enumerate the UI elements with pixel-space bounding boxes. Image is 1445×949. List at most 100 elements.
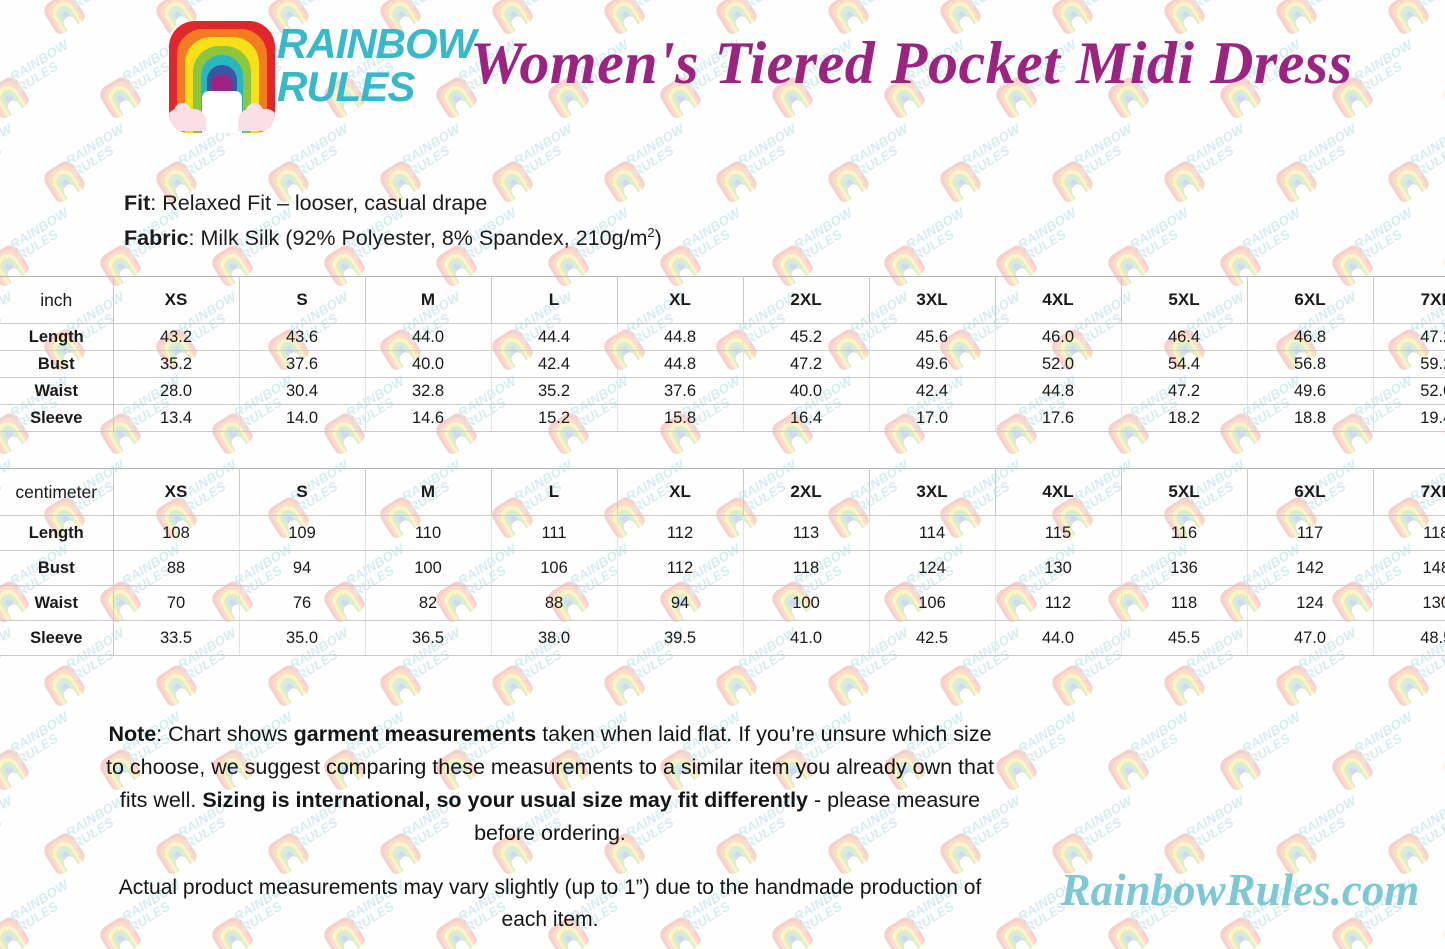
product-details: Fit: Relaxed Fit – looser, casual drape … — [124, 188, 662, 253]
table-cell: 44.8 — [617, 350, 744, 378]
table-cell: 130 — [1373, 585, 1445, 621]
fit-value: : Relaxed Fit – looser, casual drape — [150, 191, 488, 215]
watermark-rainbow-icon — [1328, 745, 1376, 793]
watermark-rainbow-icon — [600, 661, 648, 709]
table-cell: 94 — [617, 585, 744, 621]
table-cell: 47.0 — [1247, 620, 1374, 656]
table-row-label: Bust — [0, 350, 114, 378]
note-label: Note — [108, 722, 157, 746]
table-row-label: Sleeve — [0, 404, 114, 432]
table-cell: 47.2 — [1121, 377, 1248, 405]
table-size-header-m: M — [365, 276, 492, 324]
watermark-rainbow-icon — [712, 661, 760, 709]
page-header: RAINBOW RULES Women's Tiered Pocket Midi… — [0, 0, 1445, 150]
table-cell: 118 — [743, 550, 870, 586]
table-cell: 52.0 — [1373, 377, 1445, 405]
fit-line: Fit: Relaxed Fit – looser, casual drape — [124, 188, 662, 218]
table-size-header-l: L — [491, 276, 618, 324]
table-cell: 82 — [365, 585, 492, 621]
table-cell: 46.4 — [1121, 323, 1248, 351]
watermark-rainbow-icon — [1440, 745, 1445, 793]
watermark-rainbow-icon — [824, 157, 872, 205]
table-cell: 106 — [491, 550, 618, 586]
table-cell: 112 — [995, 585, 1122, 621]
table-cell: 117 — [1247, 515, 1374, 551]
table-size-header-s: S — [239, 276, 366, 324]
table-row: Bust8894100106112118124130136142148 — [0, 550, 1445, 586]
table-cell: 44.8 — [995, 377, 1122, 405]
table-cell: 39.5 — [617, 620, 744, 656]
watermark-rainbow-icon — [1104, 745, 1152, 793]
table-cell: 48.5 — [1373, 620, 1445, 656]
table-cell: 33.5 — [113, 620, 240, 656]
table-cell: 136 — [1121, 550, 1248, 586]
watermark-rainbow-icon — [152, 661, 200, 709]
table-cell: 47.2 — [743, 350, 870, 378]
rainbow-logo-icon — [167, 19, 277, 137]
rainbow-arcs — [169, 21, 275, 133]
table-cell: 45.2 — [743, 323, 870, 351]
table-cell: 43.2 — [113, 323, 240, 351]
watermark-rainbow-icon — [1384, 157, 1432, 205]
table-unit-header: inch — [0, 276, 114, 324]
table-size-header-2xl: 2XL — [743, 468, 870, 516]
fit-label: Fit — [124, 191, 151, 215]
table-cell: 14.0 — [239, 404, 366, 432]
table-size-header-3xl: 3XL — [869, 276, 996, 324]
table-cell: 88 — [491, 585, 618, 621]
table-cell: 52.0 — [995, 350, 1122, 378]
table-cell: 37.6 — [239, 350, 366, 378]
table-size-header-6xl: 6XL — [1247, 468, 1374, 516]
table-cell: 118 — [1121, 585, 1248, 621]
table-cell: 28.0 — [113, 377, 240, 405]
table-row: Length 108 109 110 111 112 113 114 115 116 117 118 — [0, 515, 1445, 551]
table-row: Waist 28.0 30.4 32.8 35.2 37.6 40.0 42.4 44.8 47.… — [0, 377, 1445, 405]
table-size-header-xs: XS — [113, 276, 240, 324]
table-cell: 110 — [365, 515, 492, 551]
table-row-label: Bust — [0, 550, 114, 586]
table-cell: 45.5 — [1121, 620, 1248, 656]
table-cell: 18.8 — [1247, 404, 1374, 432]
table-cell: 113 — [743, 515, 870, 551]
watermark-rainbow-icon — [40, 661, 88, 709]
table-cell: 109 — [239, 515, 366, 551]
table-row: Length 43.2 43.6 44.0 44.4 44.8 45.2 45.6 46.0 46… — [0, 323, 1445, 351]
cloud-right-icon — [238, 103, 275, 131]
watermark-rainbow-icon — [712, 157, 760, 205]
table-size-header-6xl: 6XL — [1247, 276, 1374, 324]
table-cm-body: Length 108 109 110 111 112 113 114 115 116 117 118 B… — [0, 515, 1445, 656]
table-cell: 32.8 — [365, 377, 492, 405]
watermark-rainbow-icon — [40, 157, 88, 205]
table-cell: 16.4 — [743, 404, 870, 432]
table-cell: 47.2 — [1373, 323, 1445, 351]
table-row-label: Sleeve — [0, 620, 114, 656]
disclaimer-text: Actual product measurements may vary sli… — [118, 876, 982, 931]
fabric-value-end: ) — [654, 226, 662, 251]
table-cell: 112 — [617, 550, 744, 586]
table-cell: 118 — [1373, 515, 1445, 551]
watermark-rainbow-icon — [1272, 157, 1320, 205]
table-size-header-xl: XL — [617, 468, 744, 516]
table-size-header-3xl: 3XL — [869, 468, 996, 516]
watermark-rainbow-icon — [1048, 157, 1096, 205]
table-cell: 112 — [617, 515, 744, 551]
watermark-rainbow-icon — [264, 661, 312, 709]
table-cell: 35.0 — [239, 620, 366, 656]
table-cell: 148 — [1373, 550, 1445, 586]
table-size-header-4xl: 4XL — [995, 468, 1122, 516]
